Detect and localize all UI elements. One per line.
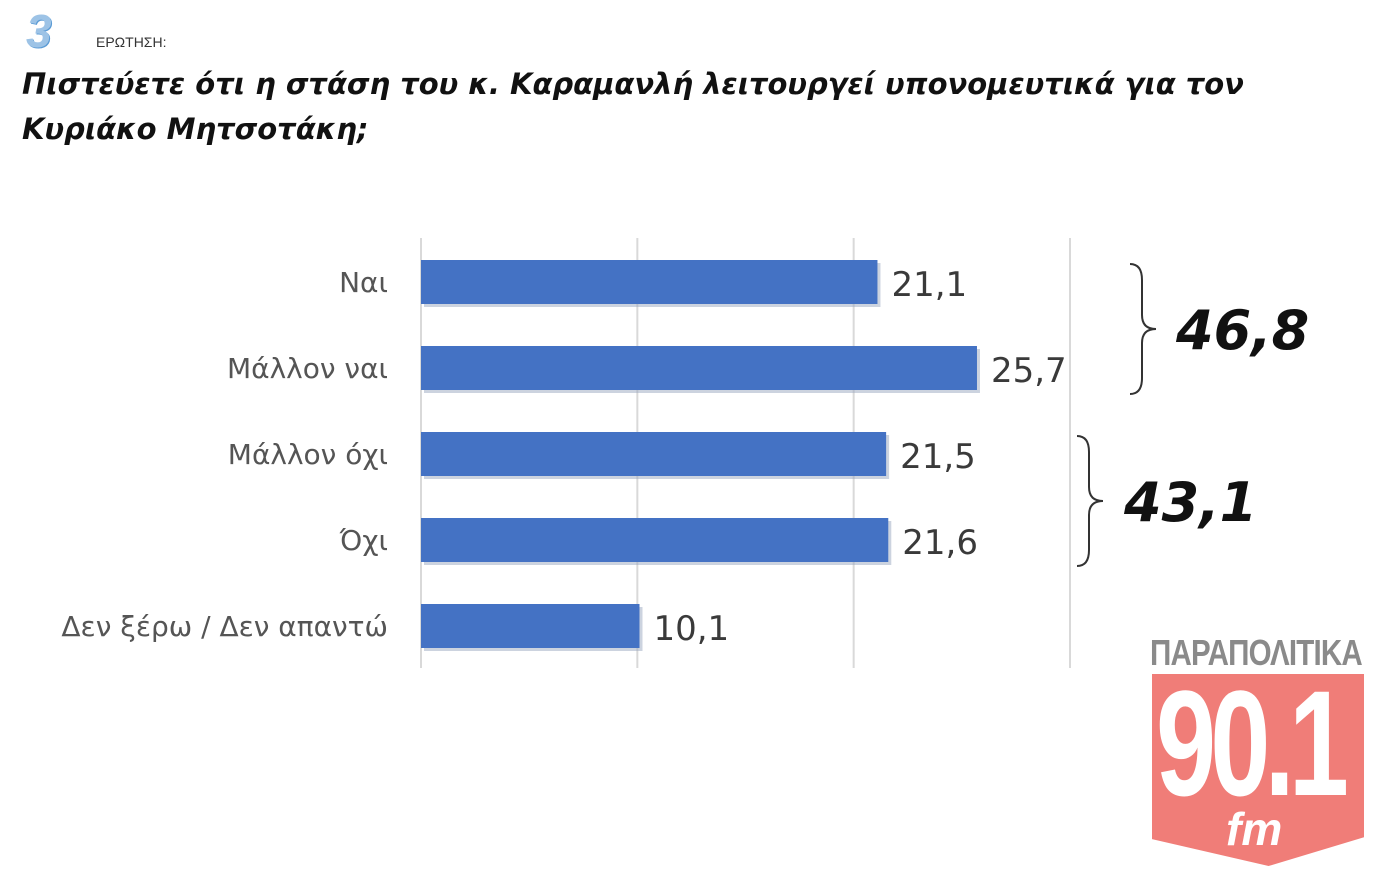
question-number: 3 — [26, 5, 52, 57]
bars — [421, 260, 980, 651]
value-label: 21,6 — [902, 523, 978, 563]
value-label: 21,1 — [891, 265, 967, 305]
bar — [421, 432, 887, 476]
value-label: 25,7 — [991, 351, 1067, 391]
logo-number: 90.1 — [1156, 659, 1349, 827]
bar — [421, 604, 640, 648]
category-label: Ναι — [339, 266, 388, 299]
group-bracket — [1076, 435, 1104, 567]
labels: Ναι 21,1 Μάλλον ναι 25,7 Μάλλον όχι 21,5 Όχι 21… — [61, 265, 1066, 649]
bar — [421, 518, 889, 562]
value-label: 10,1 — [653, 609, 729, 649]
logo-suffix: fm — [1226, 803, 1283, 855]
bar — [421, 260, 878, 304]
question-label: ΕΡΩΤΗΣΗ: — [96, 34, 167, 50]
category-label: Μάλλον όχι — [228, 438, 388, 471]
value-label: 21,5 — [900, 437, 976, 477]
group-total: 43,1 — [1123, 471, 1257, 534]
logo-box — [1152, 674, 1364, 866]
group-bracket — [1129, 263, 1157, 395]
category-label: Όχι — [339, 524, 388, 557]
group-total: 46,8 — [1175, 299, 1309, 362]
group-brackets: 46,8 43,1 — [1076, 263, 1309, 567]
logo-text: ΠΑΡΑΠΟΛΙΤΙΚΑ — [1150, 632, 1363, 673]
category-label: Δεν ξέρω / Δεν απαντώ — [61, 610, 388, 643]
category-label: Μάλλον ναι — [227, 352, 388, 385]
bar — [421, 346, 977, 390]
question-title: Πιστεύετε ότι η στάση του κ. Καραμανλή λ… — [22, 67, 1244, 146]
